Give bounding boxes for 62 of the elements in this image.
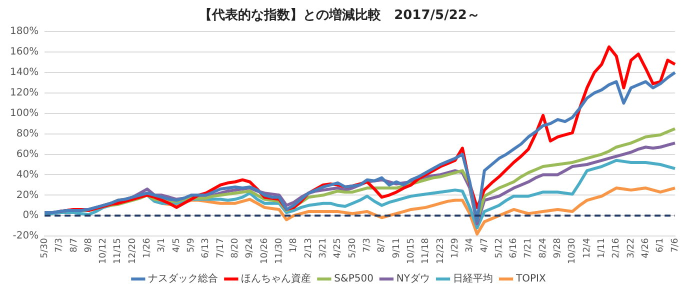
x-tick-label: 8/20 — [230, 238, 241, 258]
x-tick-label: 4/26 — [641, 238, 652, 258]
y-tick-label: 0% — [22, 210, 39, 222]
y-tick-label: 140% — [10, 67, 39, 78]
x-tick-label: 9/11 — [392, 238, 402, 258]
x-tick-label: 5/30 — [40, 238, 50, 258]
x-tick-label: 12/23 — [436, 238, 446, 264]
x-tick-label: 10/12 — [98, 238, 109, 264]
x-tick-label: 3/21 — [318, 238, 328, 258]
x-tick-label: 11/30 — [274, 238, 285, 264]
x-tick-label: 2/13 — [304, 238, 314, 258]
x-tick-label: 8/7 — [69, 238, 80, 253]
x-tick-label: 11/15 — [113, 238, 124, 264]
legend-label: ナスダック総合 — [148, 272, 218, 285]
x-tick-label: 9/24 — [245, 238, 256, 258]
x-tick-label: 11/18 — [421, 238, 432, 264]
x-tick-label: 7/3 — [362, 238, 372, 253]
x-tick-label: 12/20 — [128, 238, 138, 264]
x-tick-label: 6/13 — [201, 238, 212, 258]
x-tick-label: 3/4 — [465, 238, 476, 253]
x-tick-label: 3/1 — [157, 238, 168, 253]
x-tick-label: 12/4 — [582, 238, 592, 258]
x-tick-label: 4/25 — [333, 238, 344, 258]
x-tick-label: 4/5 — [172, 238, 182, 253]
x-tick-label: 1/26 — [142, 238, 153, 258]
legend-label: NYダウ — [396, 272, 430, 285]
x-tick-label: 9/8 — [84, 238, 94, 253]
y-tick-label: 40% — [16, 169, 39, 180]
x-tick-label: 7/3 — [54, 238, 65, 253]
x-tick-label: 5/9 — [186, 238, 197, 253]
legend-label: 日経平均 — [453, 272, 494, 285]
x-tick-label: 1/29 — [450, 238, 460, 258]
x-tick-label: 10/26 — [260, 238, 270, 264]
x-tick-label: 8/24 — [538, 238, 548, 258]
x-tick-label: 3/22 — [626, 238, 636, 258]
y-tick-label: -20% — [12, 230, 39, 242]
x-tick-label: 1/11 — [597, 238, 608, 258]
legend-label: ほんちゃん資産 — [241, 272, 312, 285]
y-tick-label: 60% — [16, 148, 39, 160]
y-tick-label: 160% — [10, 46, 39, 58]
y-tick-label: 120% — [10, 88, 39, 99]
legend-label: TOPIX — [515, 274, 546, 285]
chart-title: 【代表的な指数】との増減比較 2017/5/22～ — [199, 7, 480, 24]
x-tick-label: 10/15 — [406, 238, 416, 264]
x-tick-label: 4/7 — [480, 238, 490, 253]
y-tick-label: 80% — [16, 128, 39, 140]
x-tick-label: 10/30 — [568, 238, 578, 264]
x-tick-label: 5/30 — [348, 238, 358, 258]
x-tick-label: 7/21 — [524, 238, 534, 258]
x-tick-label: 1/8 — [289, 238, 300, 253]
y-tick-label: 20% — [16, 190, 39, 201]
x-tick-label: 8/7 — [377, 238, 388, 253]
y-tick-label: 180% — [10, 26, 39, 38]
legend-label: S&P500 — [334, 274, 374, 285]
x-tick-label: 6/1 — [656, 238, 666, 253]
x-tick-label: 2/16 — [612, 238, 622, 258]
y-tick-label: 100% — [10, 108, 39, 119]
x-tick-label: 6/16 — [509, 238, 520, 258]
x-tick-label: 9/28 — [553, 238, 564, 258]
x-tick-label: 7/17 — [216, 238, 226, 258]
x-tick-label: 5/12 — [494, 238, 504, 258]
x-tick-label: 7/6 — [670, 238, 680, 253]
